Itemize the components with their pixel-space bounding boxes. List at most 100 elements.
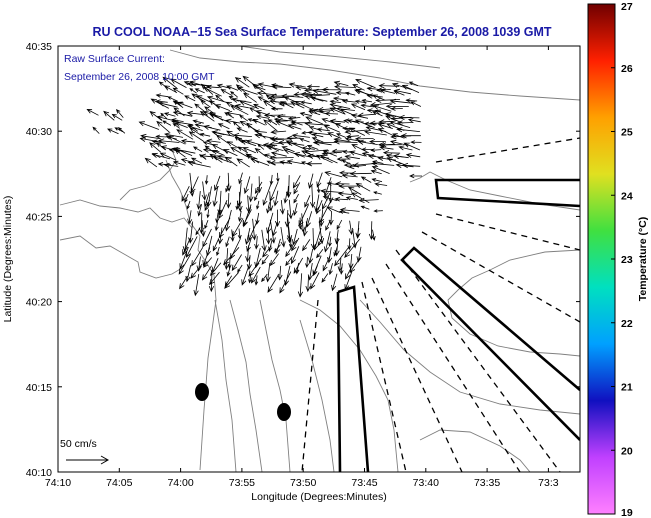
- current-vector: [372, 160, 384, 165]
- map-contour: [59, 199, 193, 229]
- current-vector: [262, 183, 272, 206]
- current-vector: [190, 157, 203, 164]
- current-vector: [234, 77, 250, 88]
- current-vector: [308, 248, 314, 265]
- current-vector: [172, 123, 181, 129]
- current-vector: [410, 140, 422, 145]
- current-vector: [212, 238, 219, 252]
- current-vector: [357, 112, 376, 118]
- current-vector: [214, 219, 219, 232]
- current-vector: [209, 153, 223, 163]
- current-vector: [392, 153, 409, 159]
- current-vector: [309, 184, 316, 209]
- current-vector: [372, 111, 383, 117]
- current-vector: [216, 246, 220, 257]
- current-vector: [297, 273, 304, 298]
- current-vector: [182, 227, 188, 253]
- current-vector: [350, 113, 369, 119]
- current-vector: [92, 126, 100, 134]
- y-tick-label: 40:20: [26, 297, 52, 309]
- current-vector: [181, 186, 190, 202]
- current-vector: [241, 263, 250, 286]
- current-vector: [360, 205, 370, 210]
- current-vector: [292, 175, 301, 189]
- current-vector: [410, 101, 422, 107]
- current-vector: [382, 150, 401, 156]
- current-vector: [310, 228, 317, 250]
- current-vector: [195, 227, 201, 236]
- current-vector: [158, 101, 178, 108]
- map-contour: [239, 46, 441, 69]
- current-vector: [253, 103, 265, 110]
- current-vector: [326, 206, 341, 213]
- sampling-ray: [301, 299, 319, 472]
- current-vector: [186, 110, 207, 116]
- sampling-ray: [435, 137, 580, 163]
- current-vector: [280, 226, 286, 248]
- current-vector: [398, 114, 420, 121]
- current-vector: [261, 254, 269, 265]
- current-vector: [209, 113, 229, 123]
- current-vector: [316, 249, 324, 259]
- current-vector: [234, 136, 244, 144]
- current-vector: [230, 147, 248, 158]
- current-vector: [323, 125, 341, 133]
- current-vector: [344, 154, 360, 160]
- current-vector: [307, 263, 313, 281]
- current-vector: [200, 100, 211, 108]
- current-vector: [245, 245, 251, 263]
- x-tick-label: 74:05: [106, 477, 132, 489]
- current-vector: [287, 116, 301, 121]
- current-vector: [327, 247, 333, 264]
- current-vector: [339, 263, 344, 275]
- current-vector: [179, 246, 189, 270]
- current-vector: [188, 131, 205, 142]
- current-vector: [163, 112, 176, 117]
- current-vector: [322, 150, 337, 157]
- current-vector: [302, 218, 308, 237]
- current-vector: [292, 228, 298, 246]
- current-vector: [300, 100, 312, 105]
- plot-frame: [57, 45, 581, 473]
- current-vectors: [86, 75, 422, 298]
- current-vector: [159, 152, 177, 161]
- current-vector: [341, 173, 358, 179]
- x-axis: 74:10 74:05 74:00 73:55 73:50 73:45 73:40 73:35…: [45, 46, 559, 489]
- current-vector: [239, 120, 259, 132]
- current-vector: [286, 159, 304, 165]
- colorbar-tick-label: 20: [621, 445, 633, 457]
- current-vector: [271, 84, 292, 90]
- map-contour: [229, 299, 263, 472]
- current-vector: [299, 111, 312, 117]
- current-vector: [276, 172, 280, 183]
- current-vector: [334, 196, 349, 202]
- current-vector: [200, 219, 206, 238]
- current-vector: [335, 181, 350, 187]
- current-vector: [279, 160, 292, 165]
- current-vector: [231, 254, 242, 272]
- x-tick-label: 74:00: [167, 477, 193, 489]
- current-vector: [317, 236, 323, 247]
- current-vector: [254, 236, 259, 250]
- current-vector: [321, 273, 329, 283]
- current-vector: [323, 231, 331, 253]
- current-vector: [268, 155, 294, 161]
- current-vector: [364, 129, 387, 136]
- current-vector: [192, 146, 203, 153]
- colorbar-tick-label: 19: [621, 507, 633, 518]
- current-vector: [401, 162, 421, 169]
- current-vector: [407, 118, 421, 123]
- y-axis-label: Latitude (Degrees:Minutes): [2, 196, 14, 323]
- current-vector: [237, 191, 243, 213]
- current-vector: [186, 81, 212, 87]
- current-vector: [300, 91, 322, 97]
- current-vector: [107, 128, 119, 135]
- current-vector: [341, 159, 351, 165]
- current-vector: [266, 202, 271, 214]
- current-vector: [255, 114, 270, 120]
- current-vector: [224, 272, 240, 289]
- current-vector: [262, 245, 272, 258]
- current-vector: [243, 92, 257, 103]
- station-marker: [277, 403, 291, 421]
